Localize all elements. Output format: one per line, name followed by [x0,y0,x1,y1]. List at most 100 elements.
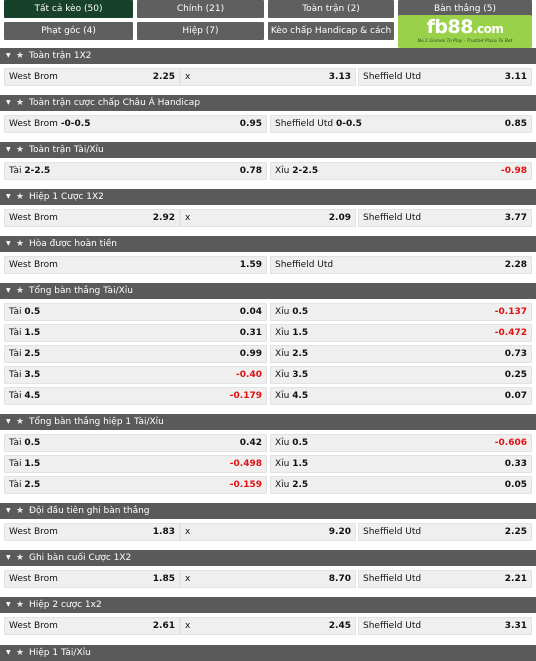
selection-name: Xỉu [275,480,290,490]
odds-cell[interactable]: West Brom 2.92 [4,209,180,227]
odds-cell[interactable]: Tài 4.5 -0.179 [4,387,267,405]
collapse-arrow-icon[interactable]: ▼ [6,52,11,59]
favorite-star-icon[interactable]: ★ [16,145,25,155]
collapse-arrow-icon[interactable]: ▼ [6,240,11,247]
selection-name: Tài [9,370,22,380]
odds-cell[interactable]: Xỉu 2.5 0.05 [270,476,532,494]
section-header[interactable]: ▼ ★ Toàn trận cược chấp Châu Á Handicap [0,95,536,111]
selection-name: Sheffield Utd [363,621,422,631]
favorite-star-icon[interactable]: ★ [16,600,25,610]
tab-main[interactable]: Chính (21) [137,0,264,18]
favorite-star-icon[interactable]: ★ [16,417,25,427]
odds-cell[interactable]: x 2.09 [180,209,356,227]
section-header[interactable]: ▼ ★ Tổng bàn thắng Tài/Xỉu [0,283,536,299]
collapse-arrow-icon[interactable]: ▼ [6,554,11,561]
favorite-star-icon[interactable]: ★ [16,239,25,249]
odds-cell[interactable]: Tài 2-2.5 0.78 [4,162,267,180]
tab-half[interactable]: Hiệp (7) [137,22,264,40]
favorite-star-icon[interactable]: ★ [16,98,25,108]
odds-cell[interactable]: Xỉu 1.5 0.33 [270,455,532,473]
odds-cell[interactable]: Sheffield Utd 3.77 [358,209,532,227]
section-header[interactable]: ▼ ★ Đội đầu tiên ghi bàn thắng [0,503,536,519]
odds-cell[interactable]: Sheffield Utd 3.11 [358,68,532,86]
odds-cell[interactable]: Sheffield Utd 2.25 [358,523,532,541]
favorite-star-icon[interactable]: ★ [16,553,25,563]
logo-brand: fb88.com [398,16,532,38]
odds-cell[interactable]: West Brom -0-0.5 0.95 [4,115,267,133]
odds-cell[interactable]: Tài 2.5 -0.159 [4,476,267,494]
odds-cell[interactable]: x 8.70 [180,570,356,588]
odds-cell[interactable]: Tài 0.5 0.04 [4,303,267,321]
favorite-star-icon[interactable]: ★ [16,51,25,61]
favorite-star-icon[interactable]: ★ [16,506,25,516]
selection-name: x [185,621,191,631]
odds-cell[interactable]: Tài 3.5 -0.40 [4,366,267,384]
odds-cell[interactable]: Sheffield Utd 2.28 [270,256,532,274]
tab-goals[interactable]: Bàn thắng (5) [398,0,532,18]
odds-row: West Brom 1.85 x 8.70 Sheffield Utd 2.21 [0,570,536,588]
tab-full-match[interactable]: Toàn trận (2) [268,0,394,18]
odds-cell[interactable]: x 3.13 [180,68,356,86]
odds-cell[interactable]: Xỉu 1.5 -0.472 [270,324,532,342]
favorite-star-icon[interactable]: ★ [16,648,25,658]
logo-tagline: No.1 Games To Play · Trusted Place To Be… [417,39,513,44]
collapse-arrow-icon[interactable]: ▼ [6,649,11,656]
odds-cell[interactable]: Xỉu 0.5 -0.137 [270,303,532,321]
odds-cell[interactable]: Xỉu 0.5 -0.606 [270,434,532,452]
collapse-arrow-icon[interactable]: ▼ [6,287,11,294]
odds-cell[interactable]: West Brom 2.61 [4,617,180,635]
section-title: Hiệp 1 Tài/Xỉu [29,648,91,658]
favorite-star-icon[interactable]: ★ [16,286,25,296]
section-header[interactable]: ▼ ★ Tổng bàn thắng hiệp 1 Tài/Xỉu [0,414,536,430]
tab-corners[interactable]: Phạt góc (4) [4,22,133,40]
tab-handicap[interactable]: Kèo chấp Handicap & cách biệt (1) [268,22,394,54]
section-header[interactable]: ▼ ★ Hiệp 2 cược 1x2 [0,597,536,613]
selection-name: Tài [9,328,22,338]
logo-domain: .com [472,22,504,36]
selection-label: West Brom [9,571,58,587]
odds-cell[interactable]: Xỉu 2-2.5 -0.98 [270,162,532,180]
favorite-star-icon[interactable]: ★ [16,192,25,202]
odds-value: 1.59 [239,260,262,270]
odds-cell[interactable]: West Brom 1.59 [4,256,267,274]
odds-cell[interactable]: West Brom 1.85 [4,570,180,588]
tab-all-markets[interactable]: Tất cả kèo (50) [4,0,133,18]
odds-cell[interactable]: Tài 2.5 0.99 [4,345,267,363]
odds-value: -0.606 [494,438,527,448]
odds-value: 2.61 [152,621,175,631]
section-header[interactable]: ▼ ★ Toàn trận Tài/Xỉu [0,142,536,158]
odds-cell[interactable]: x 2.45 [180,617,356,635]
odds-cell[interactable]: x 9.20 [180,523,356,541]
section-header[interactable]: ▼ ★ Hiệp 1 Tài/Xỉu [0,645,536,661]
odds-value: 3.77 [504,213,527,223]
odds-cell[interactable]: Sheffield Utd 3.31 [358,617,532,635]
odds-cell[interactable]: West Brom 2.25 [4,68,180,86]
odds-cell[interactable]: Xỉu 2.5 0.73 [270,345,532,363]
collapse-arrow-icon[interactable]: ▼ [6,418,11,425]
odds-cell[interactable]: Sheffield Utd 2.21 [358,570,532,588]
odds-cell[interactable]: Sheffield Utd 0-0.5 0.85 [270,115,532,133]
odds-value: -0.498 [229,459,262,469]
collapse-arrow-icon[interactable]: ▼ [6,193,11,200]
selection-line: 1.5 [24,459,41,469]
odds-cell[interactable]: Tài 1.5 0.31 [4,324,267,342]
section-header[interactable]: ▼ ★ Hiệp 1 Cược 1X2 [0,189,536,205]
selection-name: Xỉu [275,307,290,317]
odds-cell[interactable]: Tài 0.5 0.42 [4,434,267,452]
selection-label: Xỉu 2.5 [275,346,308,362]
selection-name: x [185,574,191,584]
market-tabs: Tất cả kèo (50) Chính (21) Toàn trận (2)… [0,0,536,54]
collapse-arrow-icon[interactable]: ▼ [6,507,11,514]
section-header[interactable]: ▼ ★ Ghi bàn cuối Cược 1X2 [0,550,536,566]
section-header[interactable]: ▼ ★ Toàn trận 1X2 [0,48,536,64]
odds-cell[interactable]: Xỉu 3.5 0.25 [270,366,532,384]
collapse-arrow-icon[interactable]: ▼ [6,601,11,608]
odds-cell[interactable]: Xỉu 4.5 0.07 [270,387,532,405]
odds-cell[interactable]: Tài 1.5 -0.498 [4,455,267,473]
section-header[interactable]: ▼ ★ Hòa được hoàn tiền [0,236,536,252]
collapse-arrow-icon[interactable]: ▼ [6,146,11,153]
odds-cell[interactable]: West Brom 1.83 [4,523,180,541]
selection-label: Sheffield Utd 0-0.5 [275,116,362,132]
collapse-arrow-icon[interactable]: ▼ [6,99,11,106]
odds-row: Tài 0.5 0.04 Xỉu 0.5 -0.137 [0,303,536,321]
